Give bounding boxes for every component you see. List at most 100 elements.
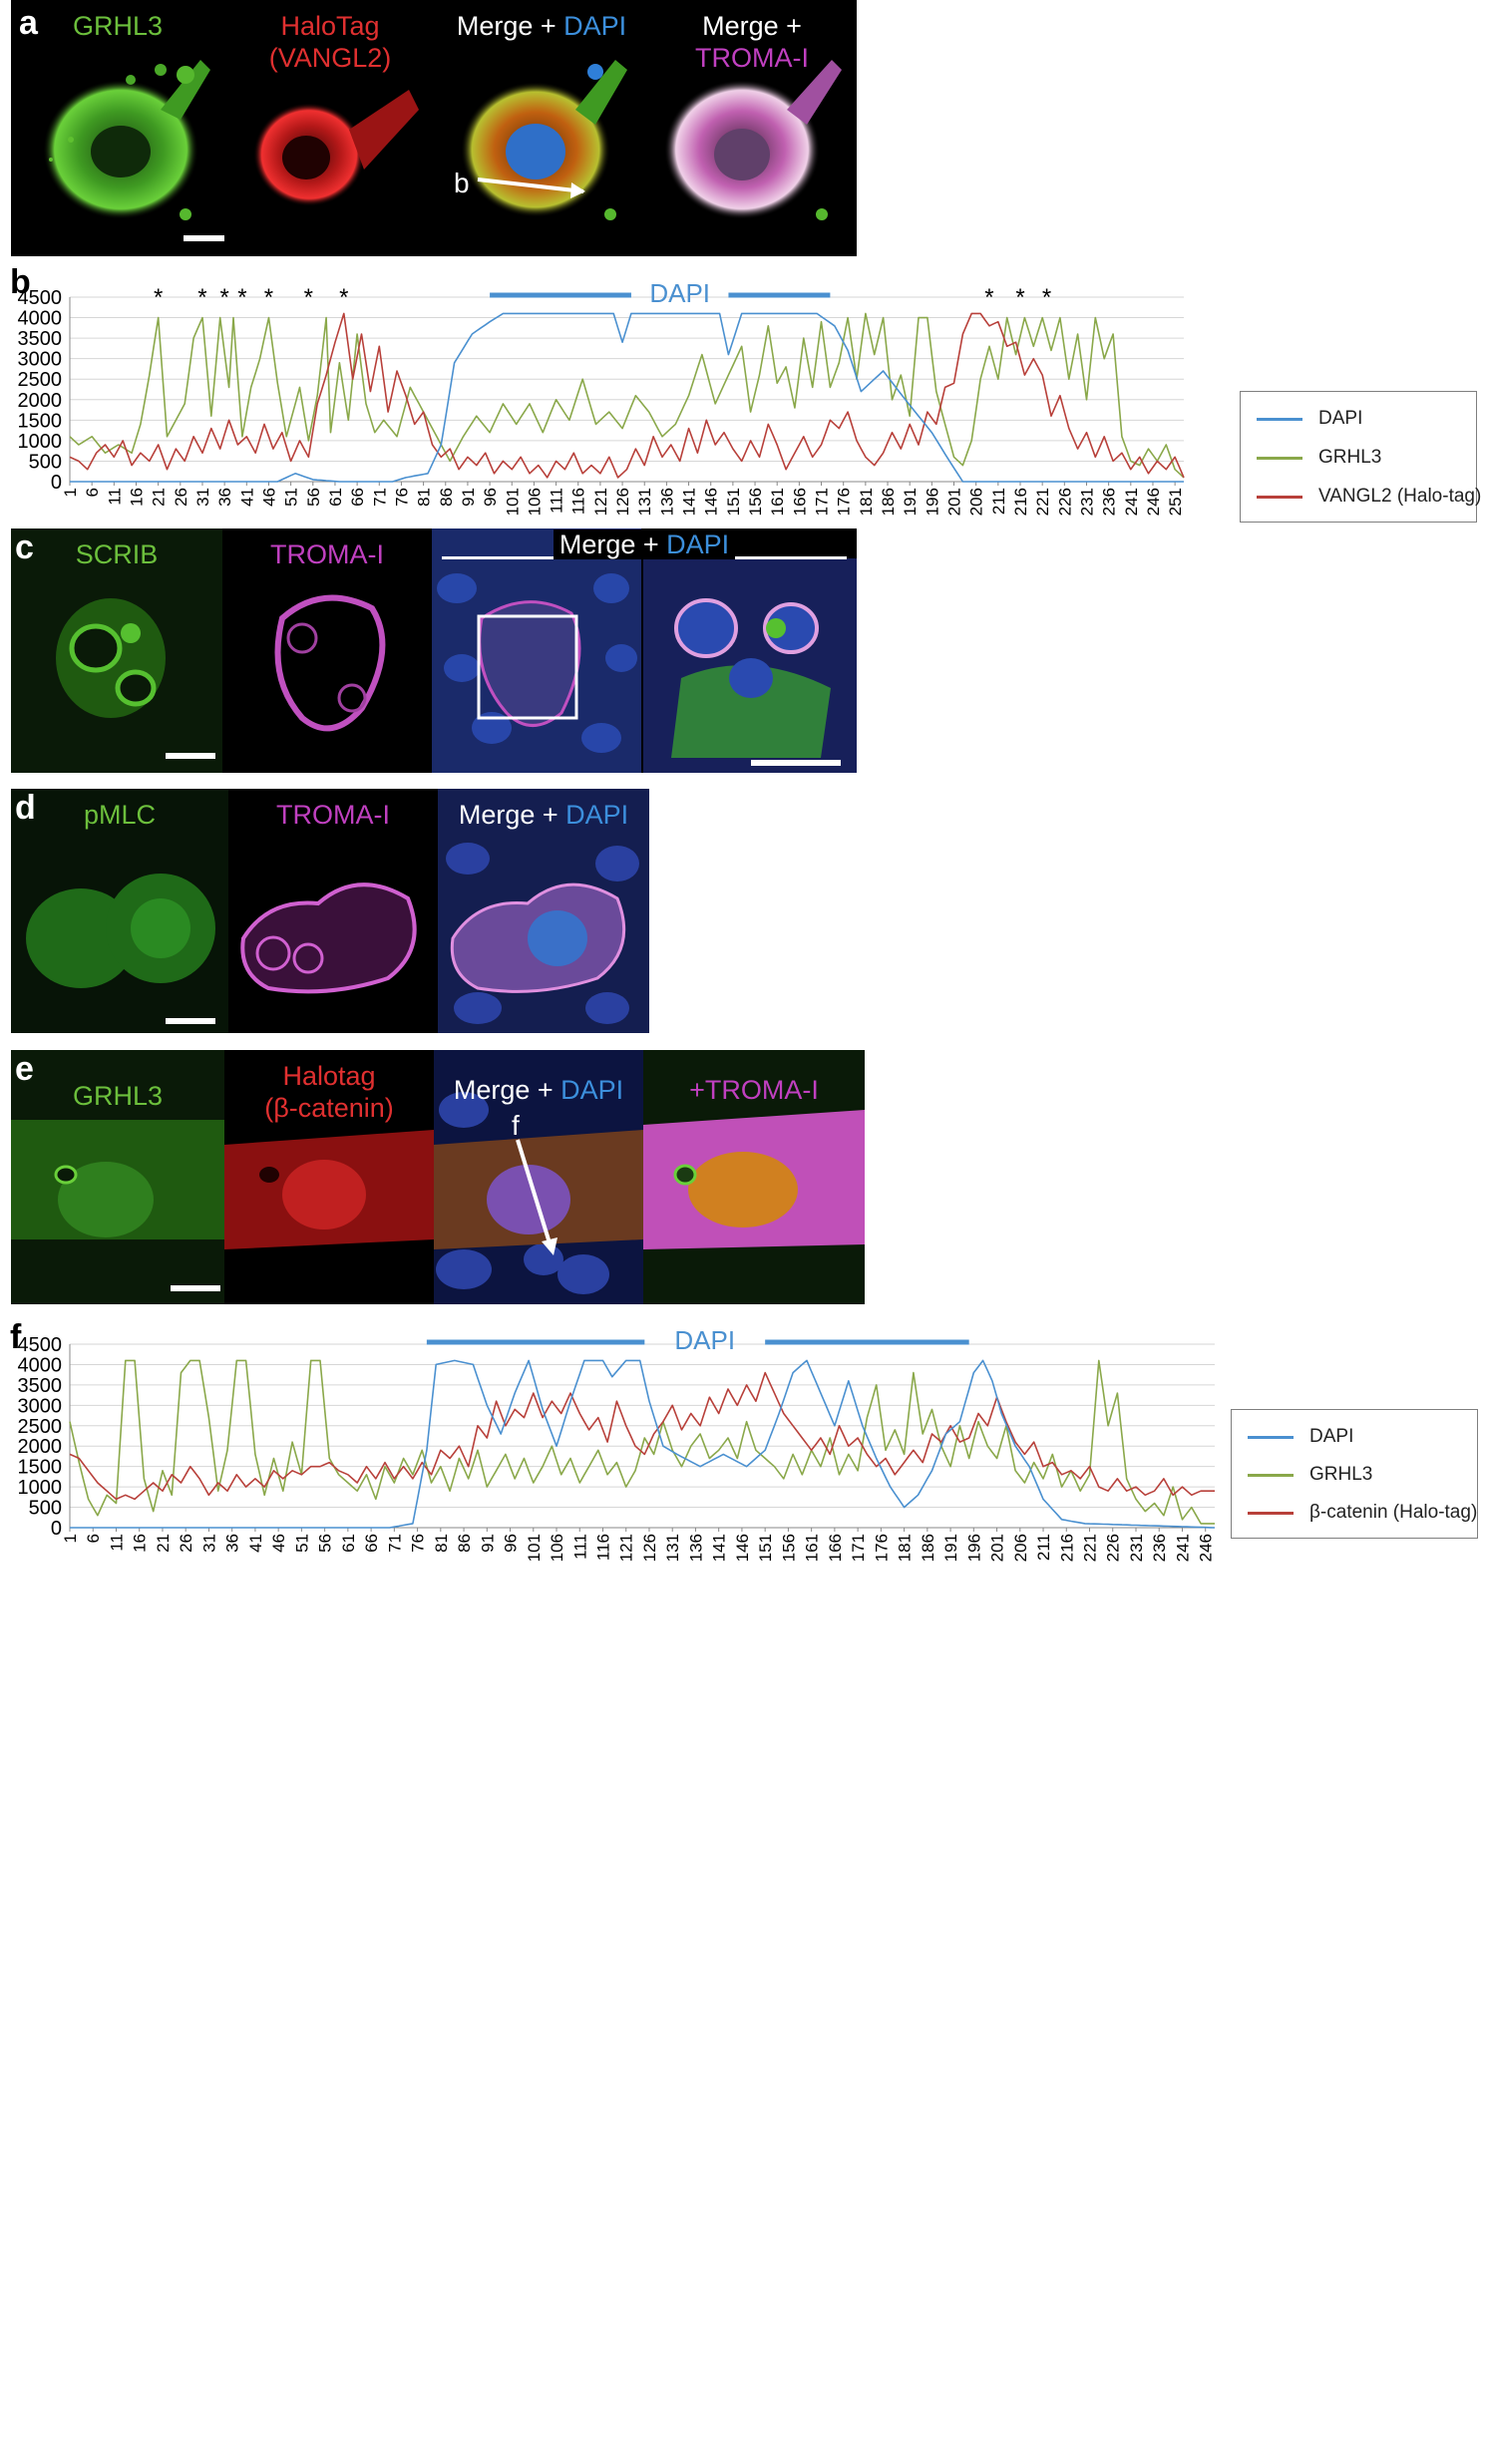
x-tick-label: 51 (282, 488, 301, 507)
significance-asterisk: * (154, 284, 163, 311)
label-merge: Merge + (453, 1075, 561, 1105)
x-tick-label: 241 (1122, 488, 1141, 516)
x-tick-label: 6 (84, 1534, 103, 1543)
scale-bar (171, 1285, 220, 1291)
x-tick-label: 81 (432, 1534, 451, 1553)
y-tick-label: 3000 (18, 349, 63, 371)
y-tick-label: 4500 (18, 1334, 63, 1356)
x-tick-label: 206 (1011, 1534, 1030, 1562)
panel-d-image-strip: d pMLC TROMA-I Merge + DAPI (11, 789, 649, 1033)
panel-letter-a: a (19, 4, 38, 42)
x-tick-label: 41 (237, 488, 256, 507)
legend-label-dapi: DAPI (1309, 1426, 1354, 1447)
x-tick-label: 136 (657, 488, 676, 516)
label-troma-d: TROMA-I (276, 800, 390, 830)
x-tick-label: 241 (1173, 1534, 1192, 1562)
y-tick-label: 1000 (18, 431, 63, 453)
legend-label-vangl2: VANGL2 (Halo-tag) (1318, 486, 1482, 507)
legend-label-bcatenin: β-catenin (Halo-tag) (1309, 1502, 1478, 1523)
x-tick-label: 131 (635, 488, 654, 516)
x-tick-label: 246 (1144, 488, 1163, 516)
x-tick-label: 91 (459, 488, 478, 507)
x-tick-label: 151 (724, 488, 743, 516)
label-troma-c: TROMA-I (270, 539, 384, 569)
troma-d-cell-image (240, 882, 417, 994)
panel-letter-f: f (10, 1318, 22, 1356)
troma-e-image (643, 1050, 865, 1304)
x-tick-label: 16 (127, 488, 146, 507)
panel-letter-b: b (10, 263, 31, 301)
micrograph-merge-dapi-e: Merge + DAPI f (434, 1050, 643, 1304)
y-tick-label: 4000 (18, 308, 63, 330)
label-merge-dapi-c: Merge + DAPI (442, 528, 847, 560)
x-tick-label: 226 (1104, 1534, 1123, 1562)
x-tick-label: 21 (154, 1534, 173, 1553)
pmlc-cell-image (11, 789, 228, 1033)
x-tick-label: 41 (246, 1534, 265, 1553)
x-tick-label: 76 (409, 1534, 428, 1553)
x-tick-label: 61 (339, 1534, 358, 1553)
series-line-dapi (70, 312, 1184, 483)
significance-asterisk: * (304, 284, 313, 311)
panel-e-image-strip: e GRHL3 Halotag (β-catenin) Merge + DAPI (11, 1050, 865, 1304)
panel-letter-e: e (15, 1050, 34, 1088)
x-tick-label: 201 (988, 1534, 1007, 1562)
x-tick-label: 161 (768, 488, 787, 516)
x-tick-label: 11 (105, 488, 124, 506)
significance-asterisk: * (264, 284, 273, 311)
x-tick-label: 126 (613, 488, 632, 516)
significance-asterisk: * (237, 284, 246, 311)
x-tick-label: 101 (525, 1534, 544, 1562)
micrograph-merge-dapi: Merge + DAPI b (436, 0, 647, 256)
legend-item-dapi: DAPI (1257, 408, 1362, 430)
series-line-grhl3 (69, 1359, 1215, 1525)
x-tick-label: 131 (663, 1534, 682, 1562)
label-merge: Merge + (456, 11, 564, 41)
x-tick-label: 116 (569, 488, 588, 515)
x-tick-label: 246 (1197, 1534, 1216, 1562)
label-pmlc: pMLC (83, 800, 157, 830)
micrograph-halotag-bcatenin: Halotag (β-catenin) (224, 1050, 434, 1304)
x-tick-label: 146 (702, 488, 721, 516)
label-vangl2: (VANGL2) (268, 43, 392, 73)
micrograph-troma-d: TROMA-I (228, 789, 438, 1033)
x-tick-label: 171 (813, 488, 832, 516)
label-merge: Merge + (458, 800, 566, 830)
significance-asterisk: * (984, 284, 993, 311)
legend-item-bcatenin: β-catenin (Halo-tag) (1248, 1502, 1477, 1524)
panel-letter-d: d (15, 789, 36, 827)
x-tick-label: 176 (872, 1534, 891, 1562)
y-tick-label: 4000 (18, 1354, 63, 1376)
grhl3-e-image (11, 1050, 224, 1304)
y-tick-label: 2500 (18, 1416, 63, 1438)
series-line-dapi (70, 1359, 1216, 1529)
label-troma: TROMA-I (695, 43, 809, 73)
x-tick-label: 16 (131, 1534, 150, 1553)
legend-item-vangl2: VANGL2 (Halo-tag) (1257, 486, 1481, 508)
label-merge-dapi-d: Merge + DAPI (438, 799, 649, 831)
x-tick-label: 156 (779, 1534, 798, 1562)
y-tick-label: 3500 (18, 328, 63, 350)
panel-a-image-strip: a GRHL3 HaloTag (VANGL2) (11, 0, 857, 256)
x-tick-label: 196 (923, 488, 941, 516)
x-tick-label: 26 (172, 488, 190, 507)
series-line-vangl2 (69, 312, 1185, 479)
x-tick-label: 186 (879, 488, 898, 516)
legend-label-grhl3: GRHL3 (1309, 1464, 1373, 1485)
x-tick-label: 226 (1055, 488, 1074, 516)
y-tick-label: 2000 (18, 390, 63, 412)
y-tick-label: 0 (51, 1518, 62, 1540)
x-tick-label: 31 (193, 488, 212, 507)
series-line-grhl3 (69, 312, 1185, 479)
x-tick-label: 86 (455, 1534, 474, 1553)
y-tick-label: 500 (29, 1498, 62, 1520)
x-tick-label: 121 (617, 1534, 636, 1562)
x-tick-label: 166 (790, 488, 809, 516)
micrograph-halotag-vangl2: HaloTag (VANGL2) (224, 0, 436, 256)
legend-swatch-dapi (1257, 417, 1302, 421)
x-tick-label: 206 (967, 488, 986, 516)
x-tick-label: 126 (640, 1534, 659, 1562)
merge-dapi-d-image (438, 789, 649, 1033)
y-tick-label: 4500 (18, 287, 63, 309)
